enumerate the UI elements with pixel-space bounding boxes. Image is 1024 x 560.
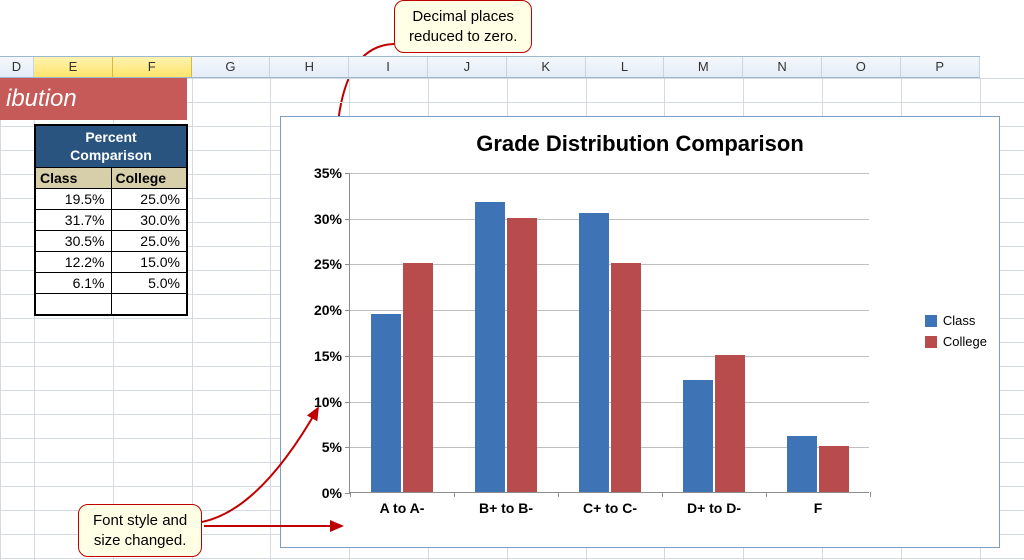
callout-line: reduced to zero. (409, 28, 517, 45)
bar-class[interactable] (579, 213, 609, 492)
legend-swatch (925, 336, 937, 348)
column-header-D[interactable]: D (0, 57, 34, 77)
x-label: D+ to D- (687, 500, 741, 516)
bar-college[interactable] (403, 263, 433, 492)
x-label: F (814, 500, 823, 516)
legend-swatch (925, 315, 937, 327)
table-row[interactable]: 30.5%25.0% (36, 231, 186, 252)
title-banner: ibution (0, 78, 187, 120)
y-tick-label: 25% (300, 256, 342, 272)
table-cell: 25.0% (112, 189, 187, 210)
table-cell: 12.2% (36, 252, 112, 273)
table-cell: 25.0% (112, 231, 187, 252)
legend-label: College (943, 334, 987, 349)
column-header-I[interactable]: I (349, 57, 428, 77)
table-cell: 15.0% (112, 252, 187, 273)
y-tick-label: 20% (300, 302, 342, 318)
legend-item-class[interactable]: Class (925, 313, 987, 328)
y-tick-label: 5% (300, 439, 342, 455)
table-col-college: College (112, 168, 187, 189)
bar-class[interactable] (683, 380, 713, 492)
column-header-K[interactable]: K (507, 57, 586, 77)
chart-plot-area: 0%5%10%15%20%25%30%35%A to A-B+ to B-C+ … (349, 173, 869, 493)
table-cell: 31.7% (36, 210, 112, 231)
column-header-J[interactable]: J (428, 57, 507, 77)
column-header-E[interactable]: E (34, 57, 113, 77)
table-header-line: Percent (85, 129, 136, 145)
table-row[interactable]: 19.5%25.0% (36, 189, 186, 210)
column-header-L[interactable]: L (586, 57, 665, 77)
bar-class[interactable] (475, 202, 505, 492)
table-row[interactable]: 6.1%5.0% (36, 273, 186, 294)
column-header-G[interactable]: G (192, 57, 271, 77)
bar-college[interactable] (611, 263, 641, 492)
column-headers: DEFGHIJKLMNOP (0, 56, 980, 78)
percent-comparison-table[interactable]: Percent Comparison Class College 19.5%25… (34, 124, 188, 316)
column-header-F[interactable]: F (113, 57, 192, 77)
callout-line: Decimal places (412, 8, 514, 25)
y-tick-label: 35% (300, 165, 342, 181)
bar-class[interactable] (371, 314, 401, 492)
chart-legend: Class College (925, 307, 987, 355)
table-cell: 6.1% (36, 273, 112, 294)
callout-line: size changed. (94, 532, 187, 549)
legend-label: Class (943, 313, 976, 328)
legend-item-college[interactable]: College (925, 334, 987, 349)
callout-decimal: Decimal places reduced to zero. (394, 0, 532, 53)
y-tick-label: 0% (300, 485, 342, 501)
bar-college[interactable] (819, 446, 849, 492)
table-col-class: Class (36, 168, 112, 189)
bar-college[interactable] (507, 218, 537, 492)
y-tick-label: 10% (300, 394, 342, 410)
bar-class[interactable] (787, 436, 817, 492)
table-cell: 19.5% (36, 189, 112, 210)
chart-container[interactable]: Grade Distribution Comparison 0%5%10%15%… (280, 116, 1000, 548)
x-label: B+ to B- (479, 500, 533, 516)
table-header-line: Comparison (70, 147, 152, 163)
callout-line: Font style and (93, 512, 187, 529)
x-label: C+ to C- (583, 500, 637, 516)
x-label: A to A- (380, 500, 425, 516)
bar-college[interactable] (715, 355, 745, 492)
table-cell: 30.5% (36, 231, 112, 252)
column-header-P[interactable]: P (901, 57, 980, 77)
title-text: ibution (6, 85, 77, 112)
column-header-M[interactable]: M (664, 57, 743, 77)
y-tick-label: 30% (300, 211, 342, 227)
y-tick-label: 15% (300, 348, 342, 364)
column-header-H[interactable]: H (270, 57, 349, 77)
table-row[interactable]: 31.7%30.0% (36, 210, 186, 231)
table-cell: 30.0% (112, 210, 187, 231)
column-header-O[interactable]: O (822, 57, 901, 77)
table-cell: 5.0% (112, 273, 187, 294)
table-row[interactable]: 12.2%15.0% (36, 252, 186, 273)
callout-font: Font style and size changed. (78, 504, 202, 557)
table-header: Percent Comparison (36, 126, 186, 168)
chart-title: Grade Distribution Comparison (281, 131, 999, 157)
column-header-N[interactable]: N (743, 57, 822, 77)
table-subheader: Class College (36, 168, 186, 189)
